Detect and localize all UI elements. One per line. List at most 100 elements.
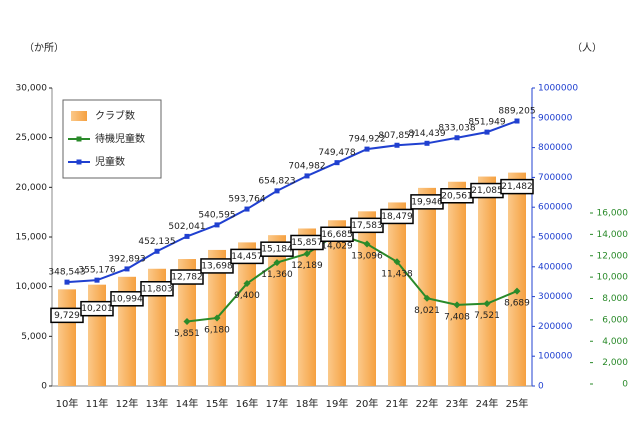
line-value-label: 452,135: [138, 237, 175, 247]
x-tick-label: 25年: [506, 397, 529, 410]
bar-value-label: 17,583: [351, 221, 383, 231]
legend-marker: [76, 136, 82, 142]
marker: [213, 314, 221, 322]
marker: [214, 222, 220, 228]
line-value-label: 593,764: [228, 195, 265, 205]
bar: [328, 220, 346, 386]
legend-swatch: [71, 111, 87, 121]
label-box: [380, 208, 414, 225]
y2ticks-label: 300000: [538, 292, 573, 302]
marker: [513, 287, 521, 295]
marker: [423, 294, 431, 302]
line-value-label: 749,478: [318, 148, 355, 158]
y3ticks-label: 10,000: [597, 273, 629, 283]
bar: [358, 211, 376, 386]
bar: [238, 242, 256, 386]
yticks-label: 20,000: [16, 183, 48, 193]
line-value-label: 11,438: [381, 269, 413, 279]
x-tick-label: 16年: [236, 397, 259, 410]
marker: [363, 240, 371, 248]
yticks-label: 0: [41, 382, 47, 392]
marker: [124, 266, 130, 272]
marker: [484, 129, 490, 135]
marker: [274, 188, 280, 194]
bar: [418, 187, 436, 386]
line-value-label: 355,176: [78, 266, 115, 276]
x-tick-label: 20年: [356, 397, 379, 410]
bar-value-label: 9,729: [54, 311, 80, 321]
bar: [58, 289, 76, 386]
line-value-label: 14,029: [321, 242, 353, 252]
y2ticks-label: 800000: [538, 143, 573, 153]
bar-value-label: 11,803: [141, 284, 173, 294]
x-tick-label: 17年: [266, 397, 289, 410]
marker: [454, 135, 460, 141]
y3ticks-label: 12,000: [597, 251, 629, 261]
bar-value-label: 21,482: [501, 182, 533, 192]
yticks-label: 5,000: [21, 332, 47, 342]
x-tick-label: 15年: [206, 397, 229, 410]
label-box: [140, 281, 174, 297]
x-tick-label: 23年: [446, 397, 469, 410]
marker: [424, 140, 430, 146]
bar: [88, 284, 106, 386]
bar-value-label: 10,994: [111, 294, 143, 304]
bar-value-label: 12,782: [171, 273, 203, 283]
bar-value-label: 10,201: [81, 304, 113, 314]
marker: [243, 280, 251, 288]
marker: [303, 250, 311, 258]
y2ticks-label: 400000: [538, 262, 573, 272]
y2ticks-label: 500000: [538, 233, 573, 243]
x-tick-label: 13年: [146, 397, 169, 410]
marker: [453, 301, 461, 309]
legend-label: 児童数: [95, 155, 125, 168]
bar: [478, 176, 496, 386]
bar: [508, 172, 526, 386]
line-value-label: 7,521: [474, 311, 500, 321]
label-box: [80, 300, 114, 317]
line-value-label: 392,893: [108, 254, 145, 264]
yticks-label: 15,000: [16, 233, 48, 243]
marker: [244, 206, 250, 212]
y2ticks-label: 600000: [538, 203, 573, 213]
y2ticks-label: 200000: [538, 322, 573, 332]
yticks-label: 30,000: [16, 84, 48, 94]
line: [66, 120, 518, 284]
marker: [483, 300, 491, 308]
x-tick-label: 19年: [326, 397, 349, 410]
x-tick-label: 24年: [476, 397, 499, 410]
marker: [304, 173, 310, 179]
line-value-label: 794,922: [348, 135, 385, 145]
y2ticks-label: 700000: [538, 173, 573, 183]
marker: [514, 118, 520, 124]
bar: [268, 235, 286, 386]
label-box: [110, 291, 144, 307]
bar-value-label: 20,561: [441, 191, 473, 201]
bar-value-label: 18,479: [381, 212, 413, 222]
bar: [448, 181, 466, 386]
marker: [183, 317, 191, 325]
bar-value-label: 13,698: [201, 261, 233, 271]
y2ticks-label: 1000000: [538, 84, 578, 94]
marker: [394, 142, 400, 148]
x-tick-label: 14年: [176, 397, 199, 410]
line-value-label: 6,180: [204, 325, 230, 335]
bar-value-label: 14,457: [231, 252, 263, 262]
line-value-label: 7,408: [444, 312, 470, 322]
line-value-label: 502,041: [168, 222, 205, 232]
y3ticks-label: 8,000: [602, 294, 628, 304]
yticks-label: 25,000: [16, 133, 48, 143]
y3ticks-label: 4,000: [602, 337, 628, 347]
marker: [64, 279, 70, 285]
line-value-label: 704,982: [288, 161, 325, 171]
marker: [184, 233, 190, 239]
y3ticks-label: 16,000: [597, 209, 629, 219]
legend-label: クラブ数: [95, 109, 135, 122]
legend-marker: [76, 159, 82, 165]
y3ticks-label: 2,000: [602, 358, 628, 368]
yticks-label: 10,000: [16, 282, 48, 292]
line-value-label: 851,949: [468, 118, 505, 128]
line-value-label: 807,857: [378, 131, 415, 141]
